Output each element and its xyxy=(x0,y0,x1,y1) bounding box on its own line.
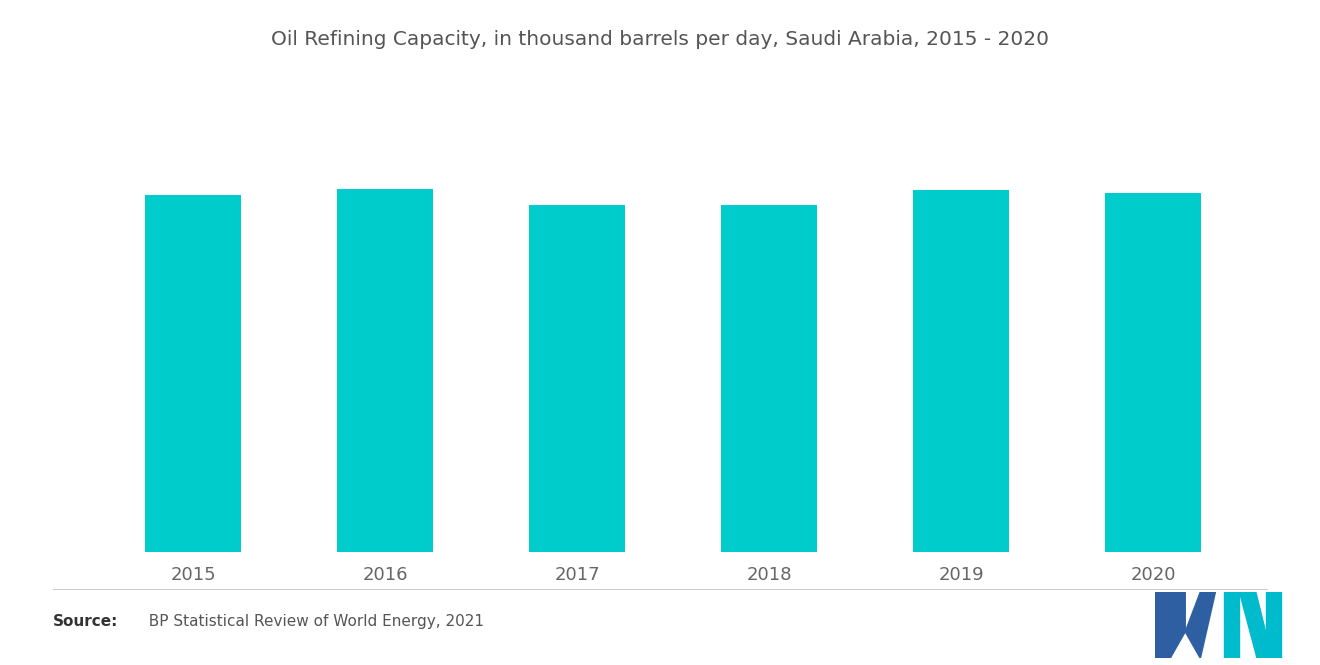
Bar xyxy=(337,190,433,552)
Polygon shape xyxy=(1225,592,1239,658)
Text: Source:: Source: xyxy=(53,614,119,629)
Polygon shape xyxy=(1266,592,1280,658)
Text: BP Statistical Review of World Energy, 2021: BP Statistical Review of World Energy, 2… xyxy=(139,614,483,629)
Bar xyxy=(913,190,1010,552)
Polygon shape xyxy=(1239,592,1272,658)
Bar xyxy=(1105,193,1201,552)
Polygon shape xyxy=(1185,592,1216,658)
Bar xyxy=(145,196,242,552)
Polygon shape xyxy=(1170,592,1185,658)
Bar xyxy=(529,205,626,552)
Polygon shape xyxy=(1155,592,1170,658)
Text: Oil Refining Capacity, in thousand barrels per day, Saudi Arabia, 2015 - 2020: Oil Refining Capacity, in thousand barre… xyxy=(271,30,1049,49)
Bar xyxy=(721,205,817,552)
